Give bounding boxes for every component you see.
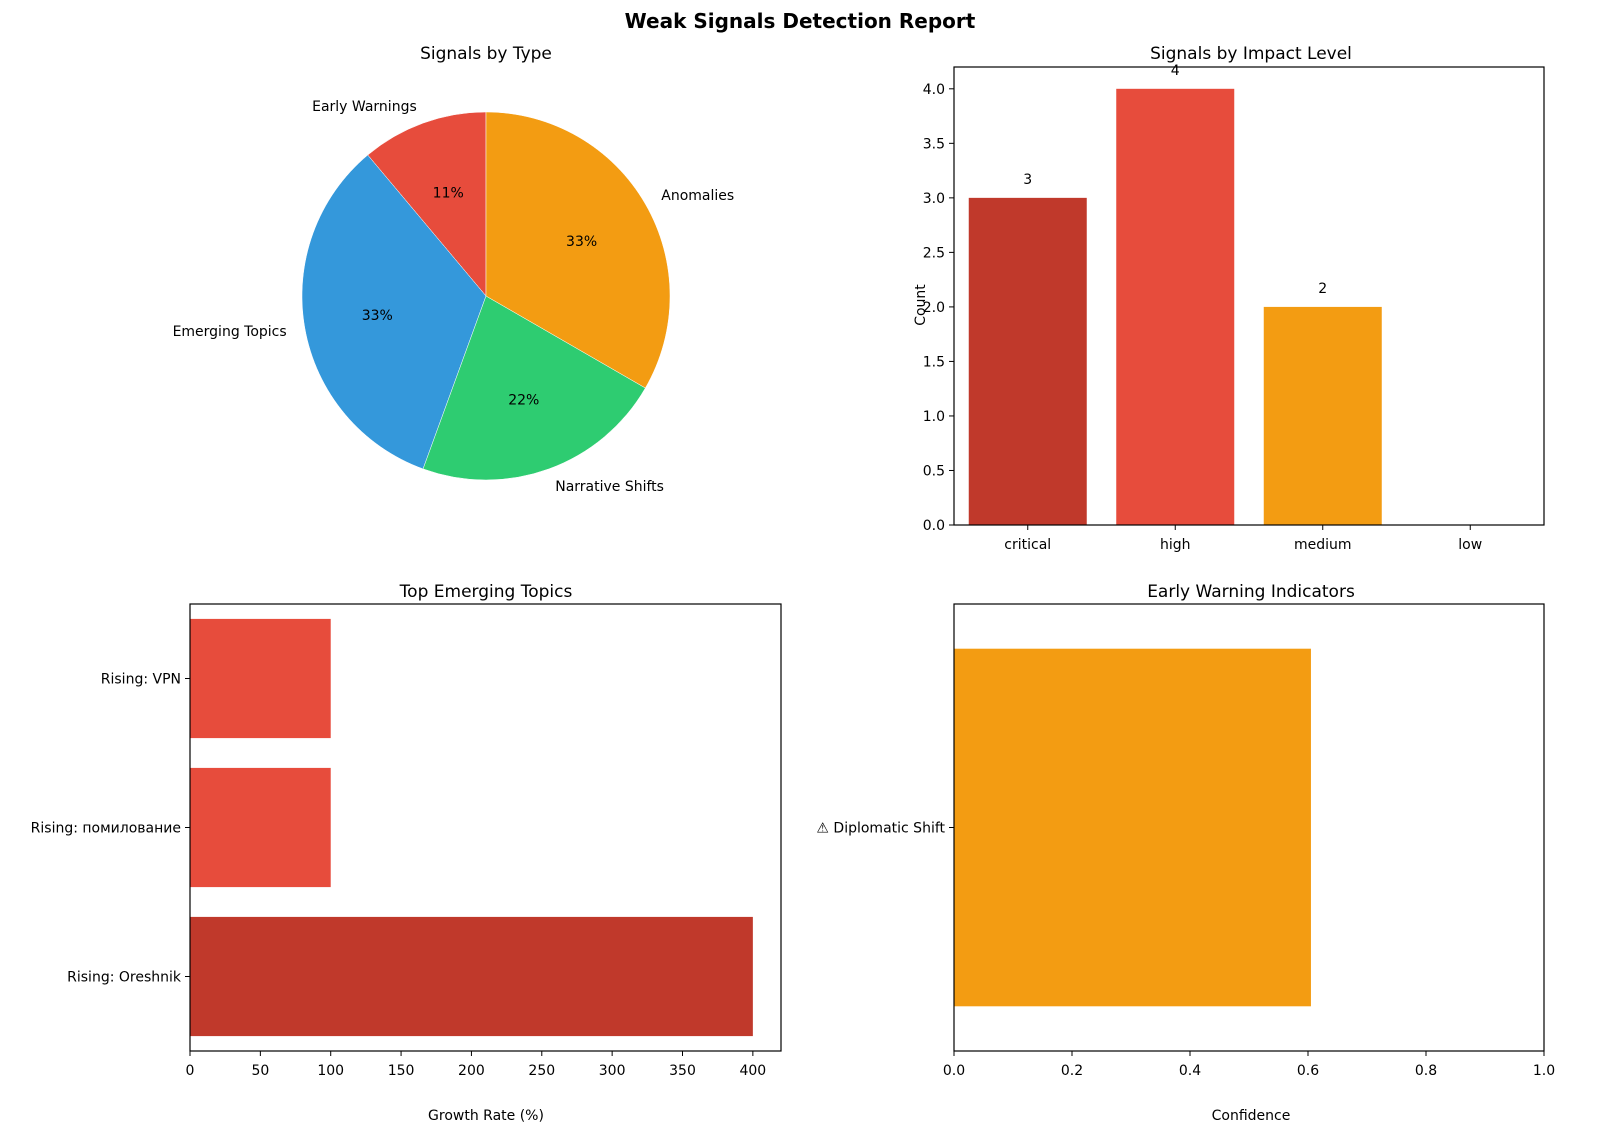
y-tick-label: ⚠ Diplomatic Shift (816, 821, 945, 837)
x-tick-label: high (1160, 537, 1191, 553)
y-tick-label: Rising: VPN (101, 672, 181, 688)
x-tick-label: 0.6 (1297, 1063, 1319, 1079)
x-tick-label: 0.2 (1061, 1063, 1083, 1079)
pie-percent-label: 33% (566, 234, 597, 250)
bar-value-label: 2 (1318, 281, 1327, 297)
impact-chart-title: Signals by Impact Level (1150, 44, 1352, 64)
x-tick-label: 1.0 (1533, 1063, 1555, 1079)
bar-rising-oreshnik (190, 916, 753, 1037)
plot-frame (189, 603, 782, 1052)
y-tick-label: 4.0 (923, 82, 945, 98)
pie-slice-emerging-topics (301, 154, 487, 470)
pie-percent-label: 33% (362, 308, 393, 324)
bar-chart-signals-by-impact: Signals by Impact Level 3 4 2 critical high… (913, 44, 1545, 553)
x-tick-label: 50 (251, 1063, 269, 1079)
bar-value-label: 4 (1171, 63, 1180, 79)
pie-slice-narrative-shifts (422, 295, 646, 481)
x-tick-label: 400 (739, 1063, 766, 1079)
plot-frame (953, 603, 1545, 1052)
pie-category-label: Emerging Topics (173, 324, 287, 340)
pie-chart-title: Signals by Type (420, 44, 552, 64)
x-tick-label: low (1458, 537, 1482, 553)
bar-rising-помилование (190, 767, 331, 888)
pie-category-label: Anomalies (661, 188, 734, 204)
bar-high (1116, 88, 1235, 526)
bar-rising-vpn (190, 618, 331, 739)
y-tick-label: 3.5 (923, 136, 945, 152)
y-tick-label: 1.5 (923, 354, 945, 370)
y-tick-label: Rising: помилование (31, 821, 181, 837)
x-tick-label: 0 (186, 1063, 195, 1079)
x-tick-label: medium (1294, 537, 1352, 553)
y-tick-label: 0.5 (923, 463, 945, 479)
bar-chart-top-emerging-topics: Top Emerging Topics Rising: Oreshnik Risi… (31, 582, 782, 1124)
y-tick-label: 3.0 (923, 191, 945, 207)
x-tick-label: critical (1004, 537, 1051, 553)
pie-chart-signals-by-type: Signals by Type 11% Early Warnings 33% Emer… (173, 44, 735, 495)
pie-slice-anomalies (485, 111, 671, 389)
y-tick-label: 1.0 (923, 409, 945, 425)
figure-title: Weak Signals Detection Report (625, 9, 976, 33)
bar-medium (1263, 306, 1382, 525)
warning-chart-title: Early Warning Indicators (1147, 582, 1355, 602)
x-tick-label: 200 (458, 1063, 485, 1079)
x-tick-label: 0.4 (1179, 1063, 1201, 1079)
bar--diplomatic-shift (954, 648, 1311, 1007)
impact-y-axis-label: Count (913, 284, 929, 326)
x-tick-label: 0.0 (943, 1063, 965, 1079)
plot-frame (953, 66, 1545, 526)
x-tick-label: 100 (317, 1063, 344, 1079)
y-tick-label: 0.0 (923, 518, 945, 534)
pie-category-label: Early Warnings (312, 99, 417, 115)
topics-x-axis-label: Growth Rate (%) (428, 1108, 544, 1124)
pie-percent-label: 22% (508, 393, 539, 409)
y-tick-label: 2.5 (923, 245, 945, 261)
topics-chart-title: Top Emerging Topics (399, 582, 573, 602)
y-tick-label: 2.0 (923, 300, 945, 316)
y-tick-label: Rising: Oreshnik (67, 970, 182, 986)
x-tick-label: 0.8 (1415, 1063, 1437, 1079)
x-tick-label: 150 (388, 1063, 415, 1079)
bar-critical (968, 197, 1087, 525)
x-tick-label: 300 (599, 1063, 626, 1079)
warning-x-axis-label: Confidence (1212, 1108, 1291, 1124)
x-tick-label: 250 (528, 1063, 555, 1079)
pie-category-label: Narrative Shifts (555, 479, 664, 495)
bar-value-label: 3 (1023, 172, 1032, 188)
x-tick-label: 350 (669, 1063, 696, 1079)
bar-chart-early-warning-indicators: Early Warning Indicators ⚠ Diplomatic Sh… (816, 582, 1555, 1124)
pie-slice-early-warnings (367, 111, 487, 297)
pie-percent-label: 11% (433, 185, 464, 201)
